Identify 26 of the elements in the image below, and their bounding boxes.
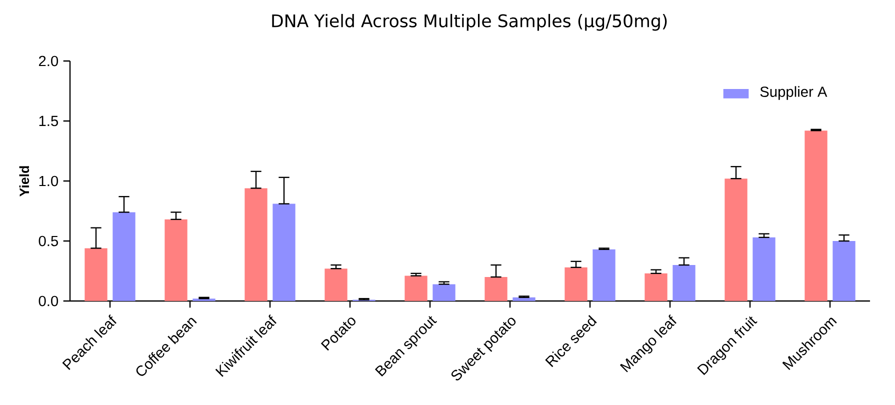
bar — [164, 219, 188, 301]
bar — [484, 277, 508, 301]
bar — [832, 241, 856, 301]
bar — [592, 249, 616, 301]
bar — [672, 265, 696, 301]
y-tick-label: 0.0 — [38, 296, 58, 306]
bar — [724, 178, 748, 301]
bar — [512, 297, 536, 301]
y-tick-label: 2.0 — [38, 56, 58, 66]
y-tick-label: 1.0 — [39, 176, 58, 186]
y-tick-label: 1.5 — [39, 116, 58, 126]
bar — [404, 276, 428, 301]
bar — [272, 204, 296, 301]
bar — [804, 130, 828, 301]
y-tick-label: 0.5 — [38, 236, 58, 246]
bar — [752, 237, 776, 301]
y-axis-title: Yield — [19, 166, 30, 196]
bar — [84, 248, 108, 301]
bar — [644, 273, 668, 301]
bar — [564, 267, 588, 301]
legend-label: Supplier A — [760, 86, 828, 100]
bar — [432, 284, 456, 301]
bar — [112, 212, 136, 301]
bar — [244, 188, 268, 301]
bar — [324, 268, 348, 301]
chart-title: DNA Yield Across Multiple Samples (µg/50mg) — [272, 14, 667, 31]
